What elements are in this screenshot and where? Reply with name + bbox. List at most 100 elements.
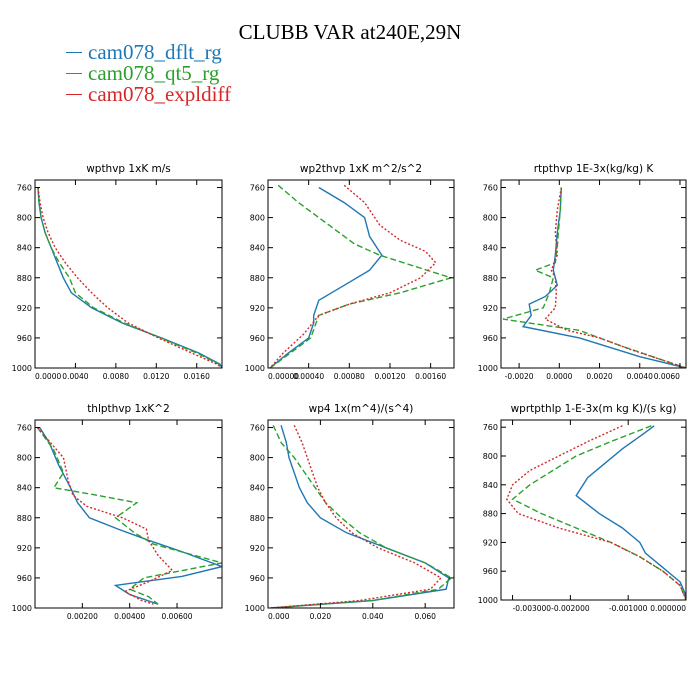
y-tick-label: 880	[250, 274, 265, 283]
series-line-cam078_dflt_rg	[575, 425, 686, 600]
series-line-cam078_dflt_rg	[269, 186, 383, 368]
x-tick-label: 0.0040	[627, 372, 653, 381]
y-tick-label: 960	[250, 334, 265, 343]
x-tick-label: 0.00400	[114, 612, 145, 621]
panel-title: wprtpthlp 1-E-3x(m kg K)/(s kg)	[511, 403, 677, 415]
y-tick-label: 920	[250, 544, 265, 553]
x-tick-label: -0.002000	[551, 604, 590, 613]
x-tick-label: 0.00200	[67, 612, 98, 621]
y-tick-label: 760	[483, 423, 498, 432]
x-tick-label: 0.000	[268, 612, 290, 621]
legend: cam078_dflt_rg cam078_qt5_rg cam078_expl…	[66, 42, 231, 105]
series-line-cam078_dflt_rg	[521, 187, 686, 368]
y-tick-label: 840	[250, 244, 265, 253]
y-tick-label: 920	[17, 304, 32, 313]
series-line-cam078_expldiff	[37, 187, 222, 368]
y-tick-label: 880	[483, 274, 498, 283]
y-tick-label: 1000	[12, 364, 32, 373]
series-line-cam078_expldiff	[505, 425, 686, 600]
x-tick-label: 0.00080	[334, 372, 365, 381]
panel-2: wp2thvp 1xK m^2/s^2 760 800 840 880 920 960 100…	[245, 163, 455, 381]
x-tick-label: -0.003000	[513, 604, 552, 613]
legend-entry-qt5: cam078_qt5_rg	[66, 63, 231, 84]
y-tick-label: 1000	[478, 596, 498, 605]
x-tick-label: 0.0000	[546, 372, 572, 381]
legend-label-expldiff: cam078_expldiff	[88, 82, 232, 106]
y-tick-label: 760	[17, 184, 32, 193]
y-tick-label: 960	[17, 574, 32, 583]
series-line-cam078_dflt_rg	[39, 427, 222, 605]
x-tick-label: 0.0000	[35, 372, 61, 381]
panel-title: wpthvp 1xK m/s	[86, 163, 171, 175]
y-tick-label: 880	[17, 274, 32, 283]
y-tick-label: 880	[17, 514, 32, 523]
legend-swatch-qt5	[66, 73, 82, 74]
plot-frame	[500, 179, 687, 369]
x-tick-label: 0.020	[310, 612, 332, 621]
y-tick-label: 920	[250, 304, 265, 313]
y-tick-label: 840	[17, 244, 32, 253]
series-line-cam078_qt5_rg	[37, 187, 222, 368]
series-line-cam078_qt5_rg	[502, 187, 686, 368]
panel-title: rtpthvp 1E-3x(kg/kg) K	[534, 163, 655, 175]
series-line-cam078_dflt_rg	[270, 425, 450, 608]
y-tick-label: 880	[483, 510, 498, 519]
panel-1: wpthvp 1xK m/s76080084088092096010000.00…	[12, 163, 223, 381]
y-tick-label: 760	[483, 184, 498, 193]
y-tick-label: 800	[250, 214, 265, 223]
y-tick-label: 800	[17, 454, 32, 463]
series-line-cam078_qt5_rg	[511, 425, 686, 600]
series-line-cam078_qt5_rg	[270, 425, 453, 608]
y-tick-label: 960	[250, 574, 265, 583]
series-line-cam078_expldiff	[269, 184, 437, 368]
x-tick-label: 0.0020	[586, 372, 612, 381]
y-tick-label: 800	[483, 214, 498, 223]
y-tick-label: 800	[483, 452, 498, 461]
y-tick-label: 960	[17, 334, 32, 343]
x-tick-label: 0.0040	[62, 372, 88, 381]
y-tick-label: 1000	[245, 604, 265, 613]
y-tick-label: 840	[17, 484, 32, 493]
x-tick-label: 0.00000	[268, 372, 299, 381]
x-tick-label: 0.00040	[293, 372, 324, 381]
series-line-cam078_expldiff	[36, 427, 174, 605]
legend-label-qt5: cam078_qt5_rg	[88, 61, 220, 85]
panel-title: wp2thvp 1xK m^2/s^2	[300, 163, 422, 175]
plot-frame	[500, 419, 687, 601]
x-tick-label: 0.0160	[184, 372, 210, 381]
plot-frame	[267, 179, 455, 369]
y-tick-label: 1000	[478, 364, 498, 373]
x-tick-label: 0.040	[362, 612, 384, 621]
y-tick-label: 920	[483, 304, 498, 313]
legend-entry-dflt: cam078_dflt_rg	[66, 42, 231, 63]
y-tick-label: 880	[250, 514, 265, 523]
x-tick-label: 0.0120	[143, 372, 169, 381]
panel-title: thlpthvp 1xK^2	[87, 403, 170, 415]
series-line-cam078_expldiff	[270, 425, 443, 608]
x-tick-label: 0.000000	[650, 604, 686, 613]
y-tick-label: 840	[250, 484, 265, 493]
plot-frame	[34, 179, 223, 369]
y-tick-label: 760	[250, 424, 265, 433]
y-tick-label: 760	[17, 424, 32, 433]
panel-title: wp4 1x(m^4)/(s^4)	[309, 403, 414, 415]
panel-5: wp4 1x(m^4)/(s^4)76080084088092096010000…	[245, 403, 455, 621]
plot-frame	[34, 419, 223, 609]
y-tick-label: 960	[483, 334, 498, 343]
series-line-cam078_dflt_rg	[37, 187, 222, 368]
y-tick-label: 800	[17, 214, 32, 223]
y-tick-label: 920	[483, 538, 498, 547]
legend-swatch-expldiff	[66, 94, 82, 95]
panel-3: rtpthvp 1E-3x(kg/kg) K 760 800 840 880 920 960…	[478, 163, 687, 381]
panel-6: wprtpthlp 1-E-3x(m kg K)/(s kg) 760 800 840…	[478, 403, 687, 613]
x-tick-label: -0.0020	[505, 372, 534, 381]
y-tick-label: 840	[483, 244, 498, 253]
series-line-cam078_qt5_rg	[36, 427, 222, 605]
y-tick-label: 760	[250, 184, 265, 193]
x-tick-label: 0.00160	[415, 372, 446, 381]
figure-title: CLUBB VAR at240E,29N	[238, 20, 462, 44]
x-tick-label: 0.0080	[103, 372, 129, 381]
x-tick-label: 0.00600	[162, 612, 193, 621]
x-tick-label: 0.060	[414, 612, 436, 621]
